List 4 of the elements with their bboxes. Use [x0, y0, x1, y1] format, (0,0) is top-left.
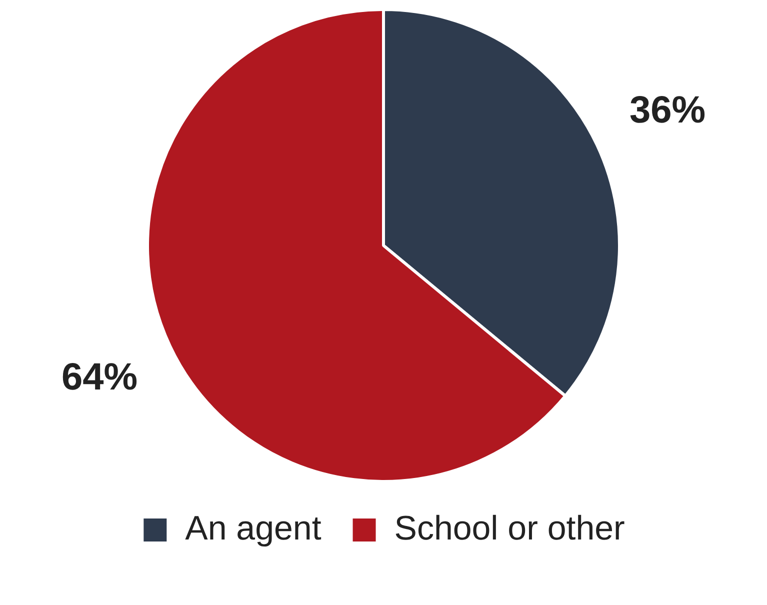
legend-label: An agent: [185, 509, 322, 548]
legend-label: School or other: [394, 509, 625, 548]
data-label: 64%: [61, 356, 138, 399]
data-label: 36%: [629, 89, 706, 132]
